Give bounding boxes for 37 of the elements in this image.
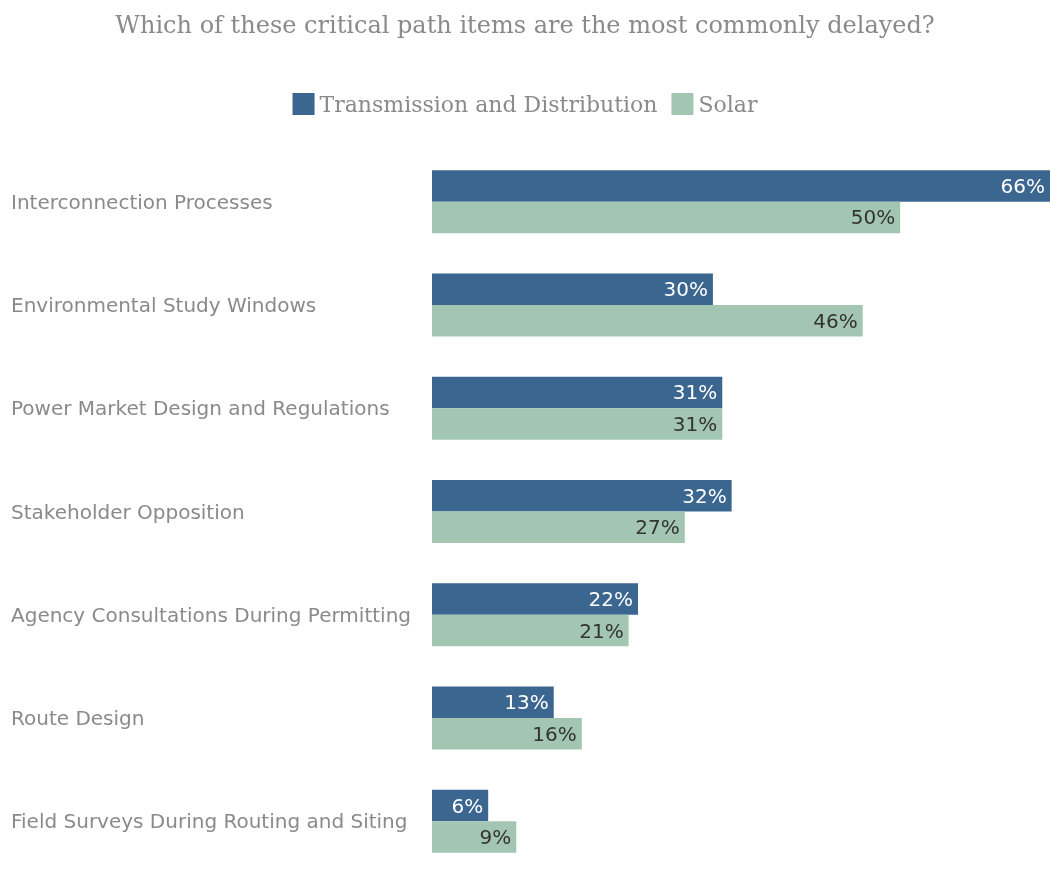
bar xyxy=(432,511,685,543)
data-label: 66% xyxy=(1000,173,1045,198)
legend-label: Solar xyxy=(698,91,758,117)
y-tick-label: Power Market Design and Regulations xyxy=(11,396,390,421)
data-label: 16% xyxy=(532,721,577,746)
y-tick-label: Stakeholder Opposition xyxy=(11,499,245,524)
bar xyxy=(432,480,732,512)
data-label: 31% xyxy=(672,380,718,405)
bar xyxy=(432,718,582,750)
data-label: 21% xyxy=(579,618,624,643)
bar xyxy=(432,201,901,234)
y-tick-label: Field Surveys During Routing and Siting xyxy=(11,809,408,834)
data-label: 9% xyxy=(479,825,512,850)
y-tick-label: Interconnection Processes xyxy=(11,189,273,214)
data-label: 50% xyxy=(850,205,896,230)
data-label: 30% xyxy=(663,277,708,302)
legend-label: Transmission and Distribution xyxy=(319,91,658,117)
bar xyxy=(432,273,713,305)
data-label: 32% xyxy=(682,483,727,508)
y-tick-label: Environmental Study Windows xyxy=(11,292,317,317)
chart-title: Which of these critical path items are the most commonly delayed? xyxy=(115,11,935,39)
y-tick-label: Route Design xyxy=(11,706,145,731)
y-tick-label: Agency Consultations During Permitting xyxy=(11,602,412,627)
bar xyxy=(432,304,863,337)
bar xyxy=(432,376,723,409)
bar xyxy=(432,408,723,440)
bar xyxy=(432,170,1050,202)
data-label: 46% xyxy=(813,308,858,333)
data-label: 27% xyxy=(635,515,680,540)
bar xyxy=(432,583,638,615)
data-label: 13% xyxy=(504,690,549,715)
bar xyxy=(432,686,554,719)
data-label: 6% xyxy=(451,793,484,818)
bar xyxy=(432,614,629,647)
bar xyxy=(432,821,517,853)
data-label: 31% xyxy=(672,411,718,436)
data-label: 22% xyxy=(588,587,633,612)
